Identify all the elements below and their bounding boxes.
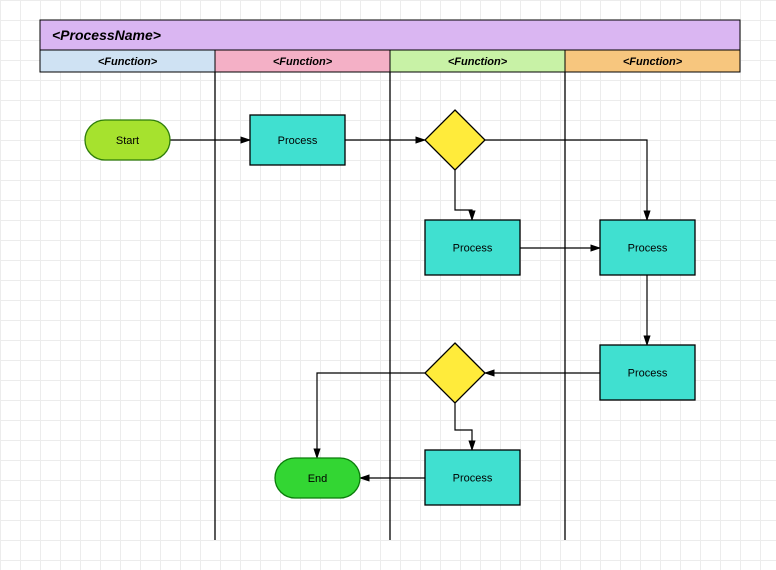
node-label-p5: Process [453,473,493,485]
lane-label-2: <Function> [448,56,508,68]
lane-label-3: <Function> [623,56,683,68]
node-label-p2: Process [453,243,493,255]
title-text: <ProcessName> [52,27,161,43]
node-label-p3: Process [628,243,668,255]
node-label-p1: Process [278,135,318,147]
node-label-end: End [308,473,328,485]
node-d1 [425,110,485,170]
diagram-svg: <ProcessName> <Function> <Function> <Functi… [0,0,776,570]
node-d2 [425,343,485,403]
edge-7 [455,403,472,450]
edge-8 [317,373,425,458]
node-label-start: Start [116,135,139,147]
lane-label-0: <Function> [98,56,158,68]
edge-3 [485,140,647,220]
lane-label-1: <Function> [273,56,333,68]
edge-2 [455,170,472,220]
diagram-canvas: <ProcessName> <Function> <Function> <Functi… [0,0,776,570]
node-label-p4: Process [628,368,668,380]
